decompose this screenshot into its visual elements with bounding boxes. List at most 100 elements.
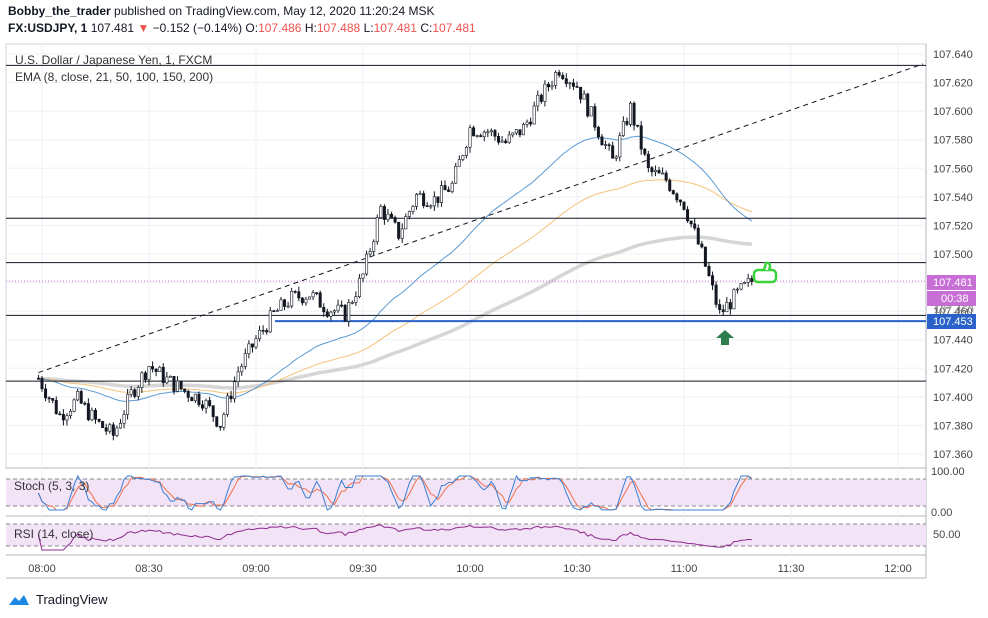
up-arrow-icon[interactable] (716, 330, 734, 345)
candle-body (657, 169, 661, 174)
candle-body (390, 213, 394, 218)
candle-body (272, 310, 276, 313)
price-tick-label: 107.520 (933, 220, 973, 232)
candle-body (83, 402, 87, 405)
candle-body (186, 391, 190, 398)
time-tick-label: 11:30 (778, 563, 805, 575)
candle-body (404, 216, 408, 230)
price-tick-label: 107.600 (933, 106, 973, 118)
candle-body (108, 424, 112, 432)
tradingview-logo-icon[interactable] (8, 594, 30, 606)
candle-body (468, 127, 472, 148)
candle-body (422, 193, 426, 207)
candle-body (482, 131, 486, 137)
candle-body (614, 156, 618, 159)
candle-body (439, 185, 443, 203)
symbol: FX:USDJPY, 1 (8, 21, 88, 35)
rsi-label: RSI (14, close) (14, 527, 94, 541)
price-tick-label: 107.580 (933, 135, 973, 147)
candle-body (290, 290, 294, 307)
candle-body (675, 193, 679, 201)
candle-body (307, 296, 311, 300)
candle-body (632, 102, 636, 126)
candle-body (411, 206, 415, 212)
candle-body (94, 409, 98, 420)
candle-body (457, 159, 461, 167)
thumbs-up-icon[interactable] (752, 261, 778, 284)
candle-body (668, 179, 672, 191)
candle-body (579, 86, 583, 100)
candle-body (447, 189, 451, 192)
stoch-label: Stoch (5, 3, 3) (14, 479, 90, 493)
candle-body (425, 205, 429, 208)
candle-body (147, 366, 151, 380)
candle-body (443, 185, 447, 191)
candle-body (414, 193, 418, 207)
candle-body (44, 388, 48, 399)
candle-body (90, 409, 94, 421)
candle-body (311, 292, 315, 298)
candle-body (36, 377, 40, 380)
time-axis-ticks: 08:00 08:30 09:00 09:30 10:00 10:30 11:00 11:30… (28, 563, 912, 575)
high-value: 107.488 (316, 21, 361, 35)
horizontal-levels[interactable] (6, 64, 926, 382)
candle-body (168, 376, 172, 378)
candle-body (472, 127, 476, 137)
candle-body (322, 307, 326, 313)
price-tick-label: 107.400 (933, 392, 973, 404)
price-tick-label: 107.380 (933, 420, 973, 432)
level-price-tag-text: 107.453 (933, 316, 973, 328)
instrument-legend: U.S. Dollar / Japanese Yen, 1, FXCM (15, 53, 213, 67)
candle-body (518, 129, 522, 136)
last-price-tag: 107.481 (927, 275, 976, 290)
candle-body (643, 148, 647, 155)
candle-body (172, 376, 176, 392)
candle-body (436, 196, 440, 203)
low-label: L: (363, 21, 374, 35)
candle-body (725, 302, 729, 313)
candle-body (507, 134, 511, 143)
candle-body (529, 121, 533, 125)
candle-body (69, 411, 73, 416)
publisher-name[interactable]: Bobby_the_trader (8, 4, 111, 18)
candle-body (208, 400, 212, 407)
candle-body (297, 291, 301, 299)
candle-body (365, 253, 369, 275)
last-price-tag-text: 107.481 (933, 277, 973, 289)
candle-body (379, 206, 383, 218)
candle-body (325, 311, 329, 317)
candle-body (86, 403, 90, 421)
level-price-tag: 107.453 (927, 314, 976, 329)
candle-body (661, 172, 665, 175)
countdown-text: 00:38 (941, 293, 969, 305)
candle-body (197, 393, 201, 406)
candle-body (357, 277, 361, 297)
partial-price-tag: 107.460 (934, 304, 974, 316)
candle-body (678, 199, 682, 203)
candle-body (475, 135, 479, 137)
candle-body (689, 220, 693, 225)
candle-body (61, 414, 65, 421)
candle-body (193, 393, 197, 402)
candle-body (407, 211, 411, 217)
candle-body (386, 213, 390, 220)
candle-body (233, 381, 237, 400)
candle-body (393, 217, 397, 223)
candle-body (589, 106, 593, 117)
price-tick-label: 107.360 (933, 449, 973, 461)
candle-body (354, 296, 358, 303)
candle-body (243, 353, 247, 367)
candle-body (368, 251, 372, 255)
candle-body (682, 201, 686, 210)
candle-body (361, 273, 365, 279)
trend-line[interactable] (38, 63, 924, 374)
candle-body (218, 425, 222, 428)
candle-body (700, 243, 704, 248)
footer-brand[interactable]: TradingView (36, 592, 108, 607)
candle-body (179, 380, 183, 390)
candle-body (201, 404, 205, 409)
candle-body (732, 289, 736, 310)
time-tick-label: 10:30 (563, 563, 591, 575)
candle-body (536, 94, 540, 107)
